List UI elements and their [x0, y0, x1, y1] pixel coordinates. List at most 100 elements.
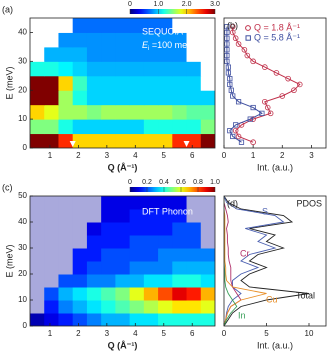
point	[238, 139, 245, 145]
heat-cell	[129, 18, 145, 33]
y-tick-label: 40	[18, 28, 27, 37]
heat-cell	[30, 133, 45, 148]
y-axis-title: E (meV)	[4, 66, 14, 99]
heat-cell	[30, 235, 45, 249]
ei-symbol: E	[142, 40, 149, 50]
heat-cell	[115, 104, 131, 120]
heat-cell	[172, 196, 188, 210]
heat-cell	[86, 287, 102, 301]
heat-cell	[58, 261, 74, 275]
cut-marker	[69, 141, 76, 147]
axes-frame	[29, 17, 216, 149]
x-axis-title: Int. (a.u.)	[257, 162, 293, 172]
x-tick-label: 3	[309, 151, 314, 160]
y-axis-title: E (meV)	[4, 244, 14, 277]
heat-cell	[72, 287, 88, 301]
heat-cell	[86, 235, 102, 249]
heat-cell	[115, 313, 131, 326]
x-tick-label: 3	[105, 151, 110, 160]
panel-title: PDOS	[296, 198, 322, 208]
heat-cell	[101, 18, 116, 33]
heat-cell	[129, 75, 145, 91]
x-tick-label: 1	[251, 151, 256, 160]
heat-cell	[44, 75, 59, 91]
cut-marker	[183, 141, 190, 147]
heat-cell	[200, 313, 215, 326]
heat-cell	[72, 248, 88, 262]
heat-cell	[101, 32, 116, 48]
dos-line	[224, 196, 285, 326]
heat-cell	[30, 274, 45, 288]
heat-cell	[72, 196, 88, 210]
heat-cell	[115, 209, 131, 223]
x-tick-label: 2	[76, 329, 81, 338]
point	[224, 52, 230, 59]
axes-frame	[223, 17, 327, 149]
point	[235, 99, 242, 105]
heat-cell	[158, 261, 173, 275]
x-tick-label: 6	[190, 329, 195, 338]
point	[247, 116, 253, 122]
heat-cell	[143, 248, 159, 262]
heat-cell	[158, 274, 173, 288]
heat-cell	[129, 235, 145, 249]
plot-area	[224, 196, 310, 326]
point	[227, 76, 233, 82]
heat-cell	[200, 18, 215, 33]
heat-cell	[30, 32, 45, 48]
heat-cell	[143, 104, 159, 120]
heat-cell	[129, 90, 145, 106]
heat-cell	[158, 18, 173, 33]
heat-cell	[186, 133, 202, 148]
y-tick-label: 10	[18, 295, 27, 304]
heat-cell	[158, 209, 173, 223]
heat-cell	[86, 32, 102, 48]
x-axis-title: Int. (a.u.)	[257, 340, 293, 350]
heat-cell	[44, 133, 59, 148]
heat-cell	[143, 209, 159, 223]
heat-cell	[172, 209, 188, 223]
point	[241, 46, 248, 53]
heat-cell	[58, 90, 74, 106]
panel-label: (a)	[2, 4, 13, 14]
heat-cell	[172, 222, 188, 236]
point	[230, 133, 236, 140]
cbar-tick-label: 0.6	[176, 179, 186, 186]
heat-cell	[143, 119, 159, 135]
heat-cell	[72, 18, 88, 33]
heat-cell	[115, 18, 131, 33]
heat-cell	[72, 133, 88, 148]
x-axis-title: Q (Å⁻¹)	[108, 162, 138, 172]
heat-cell	[58, 300, 74, 314]
legend-label: Q = 1.8 Å⁻¹	[254, 22, 300, 32]
heat-cell	[30, 287, 45, 301]
heat-cell	[30, 313, 45, 326]
heat-cell	[44, 196, 59, 210]
fit-line	[232, 26, 301, 143]
heat-cell	[58, 274, 74, 288]
annotation: DFT Phonon	[142, 206, 193, 216]
heat-cell	[143, 196, 159, 210]
heat-cell	[115, 46, 131, 62]
heat-cell	[158, 196, 173, 210]
heat-cell	[58, 235, 74, 249]
cbar-tick-label: 1.0	[210, 179, 220, 186]
heat-cell	[44, 248, 59, 262]
heat-cell	[115, 261, 131, 275]
x-tick-label: 5	[162, 329, 167, 338]
heat-cell	[58, 119, 74, 135]
heat-cell	[44, 300, 59, 314]
heat-cell	[101, 75, 116, 91]
point	[225, 64, 231, 70]
heat-cell	[129, 196, 145, 210]
heat-cell	[44, 18, 59, 33]
heat-cell	[129, 261, 145, 275]
heat-cell	[158, 313, 173, 326]
annotation: SEQUOIA	[142, 26, 183, 36]
heat-cell	[44, 119, 59, 135]
cbar-tick-label: 0	[128, 179, 132, 186]
heat-cell	[200, 261, 215, 275]
x-tick-label: 4	[133, 329, 138, 338]
heat-cell	[129, 222, 145, 236]
